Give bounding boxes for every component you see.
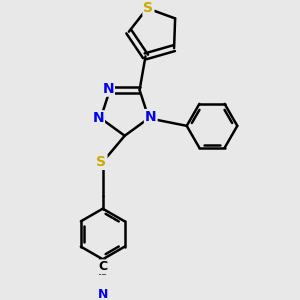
Text: S: S [97,155,106,169]
Text: N: N [98,288,108,300]
Text: N: N [145,110,157,124]
Text: C: C [98,260,107,273]
Text: S: S [143,1,153,15]
Text: N: N [92,111,104,125]
Text: N: N [102,82,114,96]
